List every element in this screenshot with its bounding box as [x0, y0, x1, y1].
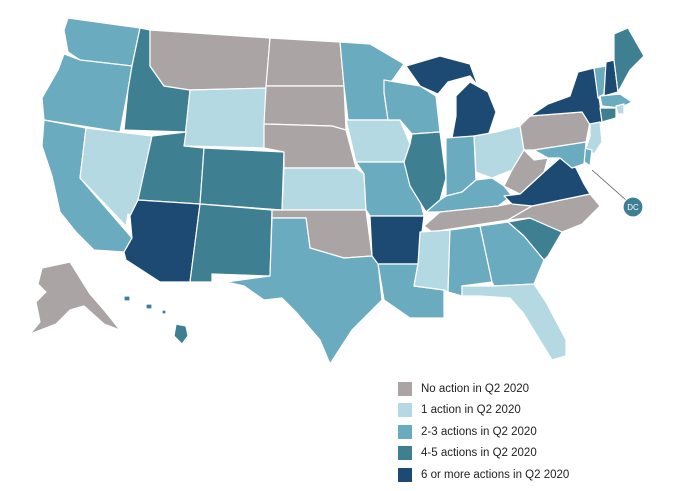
legend-item: 4-5 actions in Q2 2020 [398, 443, 668, 465]
state-florida[interactable] [461, 283, 567, 361]
dc-label: DC [627, 203, 639, 212]
state-iowa[interactable] [345, 119, 411, 163]
legend-swatch [398, 424, 412, 439]
state-new-mexico[interactable] [189, 203, 273, 283]
dc-marker[interactable] [622, 196, 644, 218]
legend-swatch [398, 381, 412, 396]
state-west-virginia[interactable] [503, 149, 549, 195]
state-mississippi[interactable] [413, 229, 451, 293]
state-colorado[interactable] [199, 147, 285, 211]
state-connecticut[interactable] [599, 107, 617, 123]
state-wyoming[interactable] [183, 87, 267, 149]
dc-leader-line [591, 169, 627, 201]
legend-label: 2-3 actions in Q2 2020 [421, 425, 537, 438]
legend: No action in Q2 2020 1 action in Q2 2020 2… [398, 378, 668, 486]
legend-label: 4-5 actions in Q2 2020 [421, 447, 537, 460]
state-michigan[interactable] [405, 55, 497, 139]
state-kansas[interactable] [281, 167, 367, 211]
state-texas[interactable] [225, 217, 383, 365]
legend-swatch [398, 446, 412, 461]
state-arizona[interactable] [123, 199, 201, 283]
legend-item: 2-3 actions in Q2 2020 [398, 421, 668, 443]
legend-label: No action in Q2 2020 [421, 382, 530, 395]
legend-item: 1 action in Q2 2020 [398, 400, 668, 422]
state-hawaii[interactable] [123, 295, 189, 345]
state-maryland[interactable] [533, 141, 587, 169]
legend-swatch [398, 467, 412, 482]
state-arkansas[interactable] [369, 215, 425, 265]
state-new-jersey[interactable] [585, 121, 603, 155]
legend-label: 6 or more actions in Q2 2020 [421, 468, 570, 481]
state-north-dakota[interactable] [265, 37, 345, 87]
legend-item: No action in Q2 2020 [398, 378, 668, 400]
legend-item: 6 or more actions in Q2 2020 [398, 464, 668, 486]
state-rhode-island[interactable] [615, 103, 625, 115]
legend-swatch [398, 403, 412, 418]
state-oregon[interactable] [41, 53, 133, 133]
state-alaska[interactable] [29, 261, 121, 335]
state-south-dakota[interactable] [263, 85, 347, 131]
state-montana[interactable] [149, 29, 271, 91]
state-maine[interactable] [613, 27, 645, 93]
legend-label: 1 action in Q2 2020 [421, 404, 521, 417]
